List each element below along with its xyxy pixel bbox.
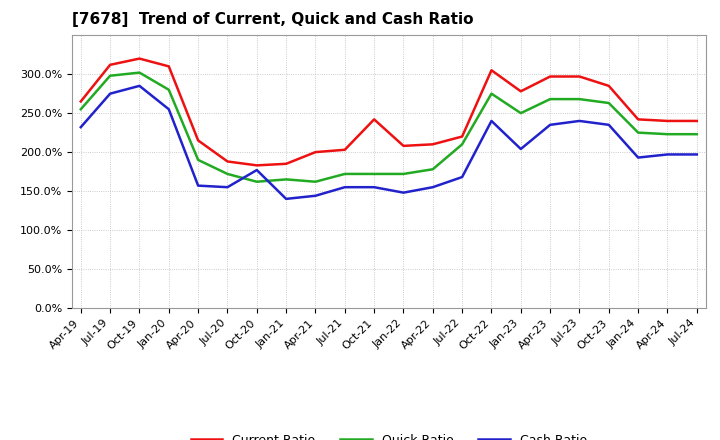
Cash Ratio [487, 118, 496, 124]
Cash Ratio [164, 106, 173, 112]
Quick Ratio [164, 87, 173, 92]
Current Ratio [370, 117, 379, 122]
Current Ratio [693, 118, 701, 124]
Current Ratio [634, 117, 642, 122]
Cash Ratio [428, 184, 437, 190]
Current Ratio [399, 143, 408, 149]
Current Ratio [253, 163, 261, 168]
Quick Ratio [194, 157, 202, 162]
Current Ratio [164, 64, 173, 69]
Cash Ratio [341, 184, 349, 190]
Current Ratio [516, 89, 525, 94]
Current Ratio [135, 56, 144, 61]
Line: Quick Ratio: Quick Ratio [81, 73, 697, 182]
Quick Ratio [428, 167, 437, 172]
Quick Ratio [458, 142, 467, 147]
Quick Ratio [135, 70, 144, 75]
Cash Ratio [76, 125, 85, 130]
Quick Ratio [282, 177, 290, 182]
Current Ratio [223, 159, 232, 164]
Cash Ratio [106, 91, 114, 96]
Cash Ratio [282, 196, 290, 202]
Current Ratio [311, 150, 320, 155]
Current Ratio [575, 74, 584, 79]
Cash Ratio [311, 193, 320, 198]
Cash Ratio [605, 122, 613, 128]
Quick Ratio [605, 100, 613, 106]
Cash Ratio [370, 184, 379, 190]
Cash Ratio [693, 152, 701, 157]
Cash Ratio [575, 118, 584, 124]
Current Ratio [76, 99, 85, 104]
Cash Ratio [516, 147, 525, 152]
Line: Cash Ratio: Cash Ratio [81, 86, 697, 199]
Quick Ratio [693, 132, 701, 137]
Cash Ratio [253, 167, 261, 172]
Cash Ratio [399, 190, 408, 195]
Quick Ratio [487, 91, 496, 96]
Quick Ratio [516, 110, 525, 116]
Quick Ratio [253, 179, 261, 184]
Quick Ratio [311, 179, 320, 184]
Current Ratio [341, 147, 349, 152]
Cash Ratio [663, 152, 672, 157]
Quick Ratio [76, 106, 85, 112]
Quick Ratio [399, 171, 408, 176]
Quick Ratio [341, 171, 349, 176]
Current Ratio [605, 83, 613, 88]
Current Ratio [106, 62, 114, 67]
Line: Current Ratio: Current Ratio [81, 59, 697, 165]
Current Ratio [487, 68, 496, 73]
Quick Ratio [370, 171, 379, 176]
Quick Ratio [634, 130, 642, 135]
Quick Ratio [663, 132, 672, 137]
Current Ratio [428, 142, 437, 147]
Quick Ratio [106, 73, 114, 78]
Quick Ratio [575, 96, 584, 102]
Current Ratio [546, 74, 554, 79]
Current Ratio [194, 138, 202, 143]
Current Ratio [282, 161, 290, 166]
Cash Ratio [546, 122, 554, 128]
Text: [7678]  Trend of Current, Quick and Cash Ratio: [7678] Trend of Current, Quick and Cash … [72, 12, 474, 27]
Cash Ratio [223, 184, 232, 190]
Legend: Current Ratio, Quick Ratio, Cash Ratio: Current Ratio, Quick Ratio, Cash Ratio [186, 429, 592, 440]
Cash Ratio [194, 183, 202, 188]
Current Ratio [458, 134, 467, 139]
Current Ratio [663, 118, 672, 124]
Cash Ratio [458, 174, 467, 180]
Quick Ratio [223, 171, 232, 176]
Cash Ratio [135, 83, 144, 88]
Cash Ratio [634, 155, 642, 160]
Quick Ratio [546, 96, 554, 102]
